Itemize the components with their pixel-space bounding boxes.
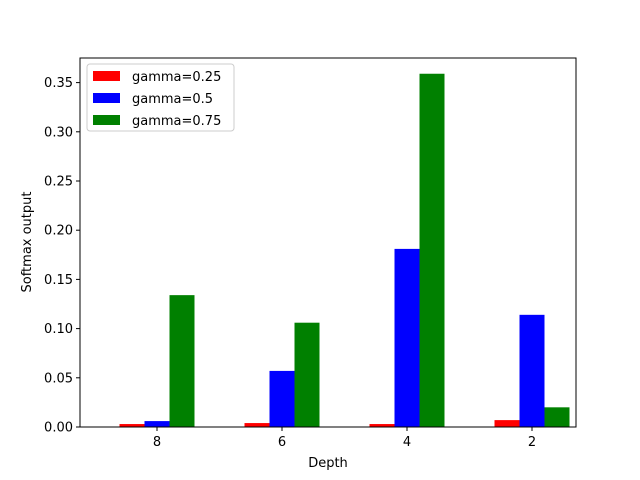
legend-label: gamma=0.5 xyxy=(132,92,213,107)
bar-gamma-0-25-8 xyxy=(119,424,145,427)
x-tick-label: 6 xyxy=(278,435,286,450)
bar-gamma-0-5-8 xyxy=(144,421,170,427)
y-tick-label: 0.15 xyxy=(44,273,73,288)
y-tick-label: 0.00 xyxy=(44,421,73,436)
y-tick-label: 0.20 xyxy=(44,224,73,239)
y-axis-label: Softmax output xyxy=(20,192,35,293)
y-tick-label: 0.30 xyxy=(44,125,73,140)
x-tick-label: 4 xyxy=(403,435,411,450)
x-axis: 8 6 4 2 xyxy=(153,427,536,450)
bar-gamma-0-75-4 xyxy=(419,73,445,427)
bar-gamma-0-75-8 xyxy=(169,295,195,427)
y-tick-label: 0.10 xyxy=(44,322,73,337)
y-axis: 0.00 0.05 0.10 0.15 0.20 0.25 0.30 0.35 xyxy=(44,76,80,436)
legend-label: gamma=0.25 xyxy=(132,70,221,85)
x-tick-label: 2 xyxy=(528,435,536,450)
bar-gamma-0-25-4 xyxy=(369,424,395,427)
bar-gamma-0-25-2 xyxy=(494,420,520,427)
plot-frame xyxy=(79,57,577,428)
bar-gamma-0-75-2 xyxy=(544,407,570,427)
y-tick-label: 0.25 xyxy=(44,175,73,190)
bar-gamma-0-75-6 xyxy=(294,322,320,427)
legend-swatch xyxy=(93,93,120,103)
bar-gamma-0-25-6 xyxy=(244,423,270,427)
x-tick-label: 8 xyxy=(153,435,161,450)
legend-swatch xyxy=(93,71,120,81)
x-axis-label: Depth xyxy=(308,456,348,471)
bar-gamma-0-5-4 xyxy=(394,248,420,427)
bar-gamma-0-5-2 xyxy=(519,314,545,427)
legend-label: gamma=0.75 xyxy=(132,114,221,129)
legend: gamma=0.25 gamma=0.5 gamma=0.75 xyxy=(86,63,235,132)
bars-group xyxy=(119,73,570,427)
y-tick-label: 0.05 xyxy=(44,371,73,386)
legend-swatch xyxy=(93,115,120,125)
y-tick-label: 0.35 xyxy=(44,76,73,91)
bar-gamma-0-5-6 xyxy=(269,370,295,427)
legend-box xyxy=(86,63,235,132)
